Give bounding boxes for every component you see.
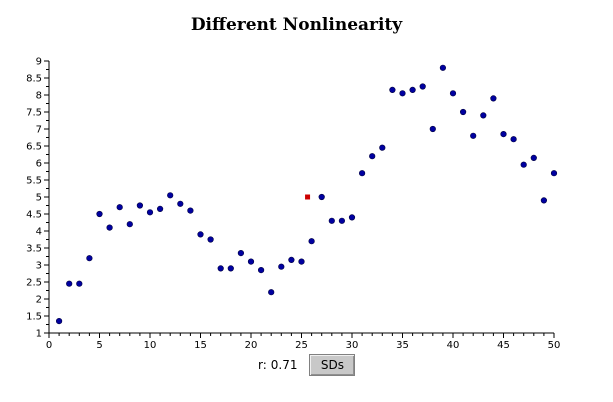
data-point [116, 204, 123, 211]
data-point [429, 125, 436, 133]
data-point [520, 161, 527, 168]
data-point [399, 90, 406, 97]
data-point [237, 250, 244, 257]
y-tick-label: 8 [36, 91, 42, 102]
data-point [449, 90, 457, 97]
y-tick-label: 2.5 [26, 278, 42, 289]
y-tick-label: 2 [36, 295, 42, 306]
data-point [247, 258, 255, 265]
data-point [268, 289, 275, 296]
data-point [460, 108, 467, 116]
data-point [369, 153, 376, 160]
x-tick-label: 10 [144, 340, 157, 351]
correlation-value: 0.71 [270, 358, 298, 372]
y-tick-label: 1.5 [26, 312, 42, 323]
x-tick-label: 40 [447, 340, 460, 351]
data-point [278, 263, 285, 270]
data-point [167, 192, 174, 199]
data-point [96, 210, 103, 218]
x-tick-label: 15 [194, 340, 207, 351]
axes: 0 5 10 15 20 25 30 35 40 45 50 1 1.5 2 2.5 3 3.5 4 4.5 5 5.5… [26, 57, 560, 352]
data-point [409, 86, 416, 93]
x-tick-label: 20 [245, 340, 258, 351]
y-tick-label: 1 [36, 329, 42, 340]
y-tick-label: 3.5 [26, 244, 42, 255]
data-point [146, 209, 154, 216]
data-point [379, 144, 386, 151]
red-marker [305, 194, 311, 200]
data-point [197, 231, 204, 238]
data-point [439, 64, 447, 71]
data-point [318, 193, 325, 201]
x-tick-label: 0 [46, 340, 52, 351]
data-point [470, 132, 477, 139]
y-tick-label: 7.5 [26, 108, 42, 119]
data-point [359, 170, 366, 177]
data-point [288, 256, 295, 264]
data-point [258, 267, 265, 274]
data-point [126, 221, 133, 228]
x-tick-label: 25 [295, 340, 308, 351]
y-tick-label: 3 [36, 261, 42, 272]
data-point [510, 136, 517, 143]
data-point [177, 200, 184, 207]
chart-title: Different Nonlinearity [190, 15, 403, 35]
x-tick-label: 35 [396, 340, 409, 351]
controls: r: 0.71 SDs [258, 354, 356, 376]
data-point [86, 255, 93, 262]
data-point [419, 83, 426, 90]
y-tick-label: 6.5 [26, 142, 42, 153]
data-point [157, 205, 164, 212]
data-point [389, 86, 396, 93]
x-tick-label: 50 [548, 340, 561, 351]
data-point [298, 258, 305, 265]
y-tick-label: 5 [36, 193, 42, 204]
x-tick-label: 5 [96, 340, 102, 351]
data-point [480, 112, 487, 119]
data-point [106, 224, 113, 231]
data-point [207, 236, 214, 243]
data-points [55, 64, 558, 325]
x-tick-label: 30 [346, 340, 359, 351]
data-point [187, 207, 194, 214]
data-point [217, 265, 224, 272]
data-point [136, 202, 143, 209]
data-point [550, 170, 558, 177]
y-tick-label: 4 [36, 227, 42, 238]
data-point [308, 238, 315, 245]
y-tick-label: 4.5 [26, 210, 42, 221]
data-point [227, 265, 234, 272]
y-tick-label: 8.5 [26, 74, 42, 85]
data-point [66, 280, 73, 287]
data-point [500, 131, 507, 138]
correlation-label: r: [258, 358, 267, 372]
data-point [328, 217, 335, 224]
x-tick-label: 45 [497, 340, 510, 351]
data-point [490, 95, 497, 102]
data-point [338, 217, 346, 224]
y-tick-label: 7 [36, 125, 42, 136]
data-point [348, 214, 356, 221]
y-tick-label: 9 [36, 57, 42, 68]
y-tick-label: 6 [36, 159, 42, 170]
data-point [76, 280, 83, 287]
y-tick-label: 5.5 [26, 176, 42, 187]
data-point [530, 154, 537, 161]
data-point [540, 197, 548, 204]
sds-button[interactable]: SDs [309, 354, 356, 376]
data-point [55, 318, 63, 325]
